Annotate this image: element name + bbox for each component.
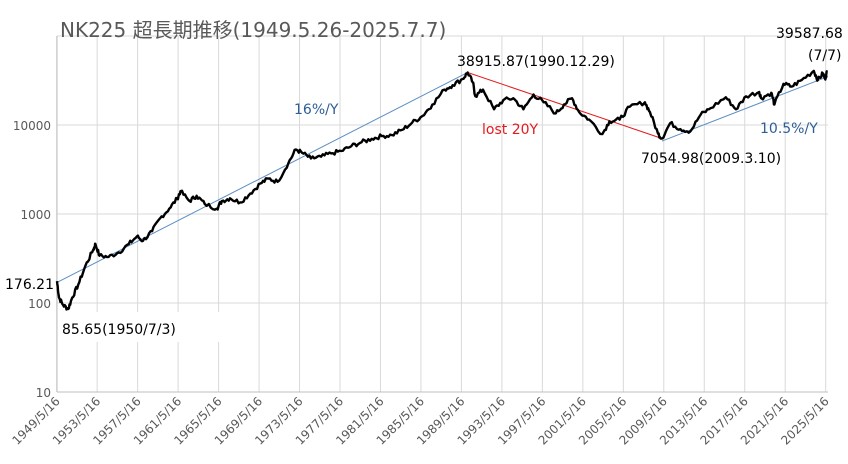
trend-line	[56, 72, 468, 283]
annotation-label: 39587.68	[776, 26, 843, 42]
annotation-label: 7054.98(2009.3.10)	[641, 151, 781, 167]
annotation-label: 38915.87(1990.12.29)	[457, 54, 615, 70]
y-tick-label: 100	[28, 297, 51, 311]
annotation-label: 85.65(1950/7/3)	[62, 322, 176, 338]
label-backdrop	[60, 312, 230, 342]
series-line	[55, 69, 829, 311]
chart-title: NK225 超長期推移(1949.5.26-2025.7.7)	[60, 18, 447, 42]
annotation-label: (7/7)	[808, 48, 841, 64]
annotation-label: 16%/Y	[294, 102, 339, 118]
y-tick-label: 10000	[13, 119, 51, 133]
y-tick-label: 10	[36, 386, 51, 400]
annotation-label: lost 20Y	[482, 122, 539, 138]
annotation-label: 176.21	[5, 277, 54, 293]
y-tick-label: 1000	[20, 208, 51, 222]
annotation-label: 10.5%/Y	[760, 121, 818, 137]
